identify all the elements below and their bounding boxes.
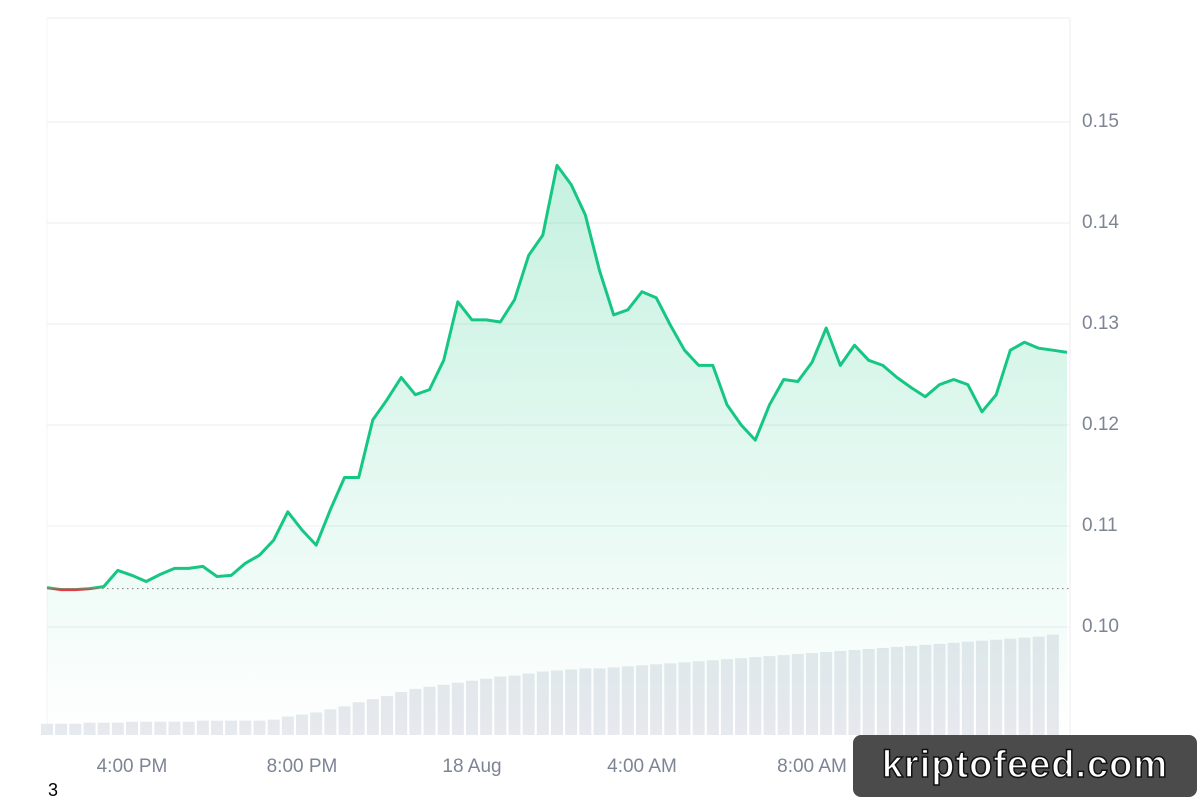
text-layer: 0.10 0.11 0.12 0.13 0.14 0.15 4:00 PM 8:00 PM 18… xyxy=(97,111,1120,777)
line-layer xyxy=(46,163,1070,735)
x-tick-label: 8:00 PM xyxy=(267,756,338,777)
y-tick-label: 0.14 xyxy=(1082,212,1119,233)
watermark: kriptofeed.com xyxy=(882,744,1168,786)
price-line xyxy=(46,163,1068,592)
y-tick-label: 0.13 xyxy=(1082,313,1119,334)
y-tick-label: 0.11 xyxy=(1082,515,1118,536)
x-tick-label: 4:00 AM xyxy=(607,756,677,777)
x-tick-label: 8:00 AM xyxy=(777,756,847,777)
y-tick-label: 0.15 xyxy=(1082,111,1119,132)
x-tick-label: 4:00 PM xyxy=(97,756,168,777)
price-area xyxy=(47,165,1067,735)
watermark-box xyxy=(853,735,1197,797)
y-tick-label: 0.12 xyxy=(1082,414,1119,435)
x-tick-label: 18 Aug xyxy=(442,756,501,777)
footer-text: 3 xyxy=(48,780,58,800)
y-tick-label: 0.10 xyxy=(1082,616,1119,637)
